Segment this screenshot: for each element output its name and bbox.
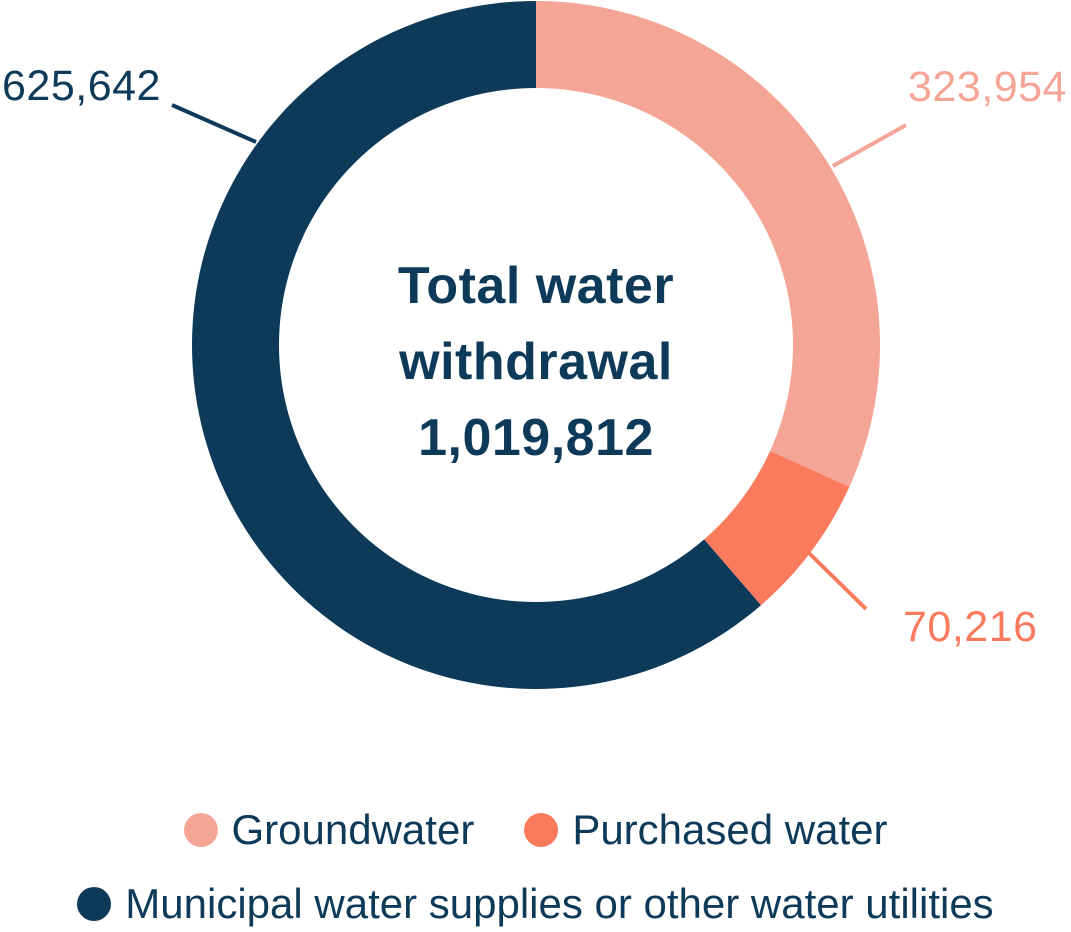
donut-segment-groundwater (536, 1, 881, 487)
chart-legend: Groundwater Purchased water Municipal wa… (0, 806, 1071, 928)
legend-row-2: Municipal water supplies or other water … (77, 880, 994, 928)
callout-value-municipal-water: 625,642 (2, 62, 161, 110)
legend-dot-municipal-water-icon (77, 887, 112, 921)
legend-item-purchased-water: Purchased water (524, 806, 887, 854)
legend-item-groundwater: Groundwater (183, 806, 475, 854)
donut-segment-purchased-water (704, 451, 850, 606)
legend-item-municipal-water: Municipal water supplies or other water … (77, 880, 994, 928)
legend-row-1: Groundwater Purchased water (183, 806, 887, 854)
legend-label-purchased-water: Purchased water (572, 806, 888, 853)
leader-line-groundwater (832, 123, 907, 168)
donut-segment-municipal-water-supplies-or-other-water-utilities (192, 1, 762, 689)
legend-dot-groundwater-icon (183, 813, 218, 847)
donut-center-value: 1,019,812 (418, 409, 654, 467)
legend-dot-purchased-water-icon (524, 813, 559, 847)
legend-label-municipal-water: Municipal water supplies or other water … (125, 880, 994, 927)
legend-label-groundwater: Groundwater (231, 806, 475, 853)
callout-value-groundwater: 323,954 (908, 63, 1067, 111)
donut-center-text: Total water withdrawal 1,019,812 (326, 248, 746, 476)
donut-center-title: Total water withdrawal (397, 257, 675, 391)
leader-line-municipal-water-supplies-or-other-water-utilities (171, 103, 257, 144)
callout-value-purchased-water: 70,216 (903, 603, 1038, 651)
leader-line-purchased-water (807, 551, 868, 611)
